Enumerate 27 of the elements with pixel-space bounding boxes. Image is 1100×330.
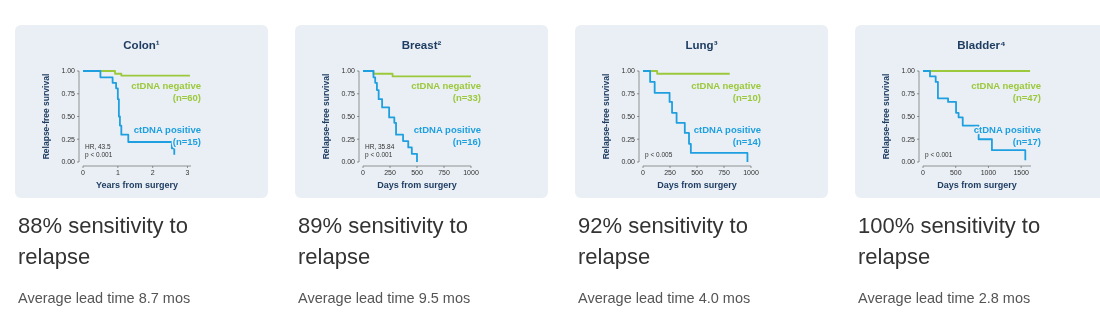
series-label: ctDNA positive (n=14) (693, 124, 761, 147)
series-label: ctDNA negative (n=47) (971, 80, 1041, 103)
series-label: ctDNA negative (n=60) (131, 80, 201, 103)
text: Average lead time 8.7 mos (18, 290, 191, 306)
text: Average lead time 2.8 mos (858, 290, 1031, 306)
text: 88% sensitivity to relapse (18, 213, 188, 269)
y-axis-title: Relapse-free survival (601, 73, 611, 160)
chart-title: Colon¹ (123, 39, 160, 51)
text: 89% sensitivity to relapse (298, 213, 468, 269)
x-axis-title: Days from surgery (937, 180, 1017, 190)
text: 92% sensitivity to relapse (578, 213, 748, 269)
chart-title: Lung³ (685, 39, 718, 51)
text: 100% sensitivity to relapse (858, 213, 1041, 269)
chart-title: Bladder⁴ (957, 39, 1007, 51)
chart-title: Breast² (401, 39, 442, 51)
x-axis-title: Days from surgery (377, 180, 457, 190)
series-label: ctDNA positive (n=16) (413, 124, 481, 147)
y-axis-title: Relapse-free survival (881, 73, 891, 160)
text: Average lead time 4.0 mos (578, 290, 751, 306)
series-label: ctDNA negative (n=10) (691, 80, 761, 103)
x-axis-title: Days from surgery (657, 180, 737, 190)
x-axis-title: Years from surgery (95, 180, 179, 190)
text: Average lead time 9.5 mos (298, 290, 471, 306)
y-axis-title: Relapse-free survival (321, 73, 331, 160)
series-label: ctDNA positive (n=15) (133, 124, 201, 147)
y-axis-title: Relapse-free survival (41, 73, 51, 160)
series-label: ctDNA negative (n=33) (411, 80, 481, 103)
